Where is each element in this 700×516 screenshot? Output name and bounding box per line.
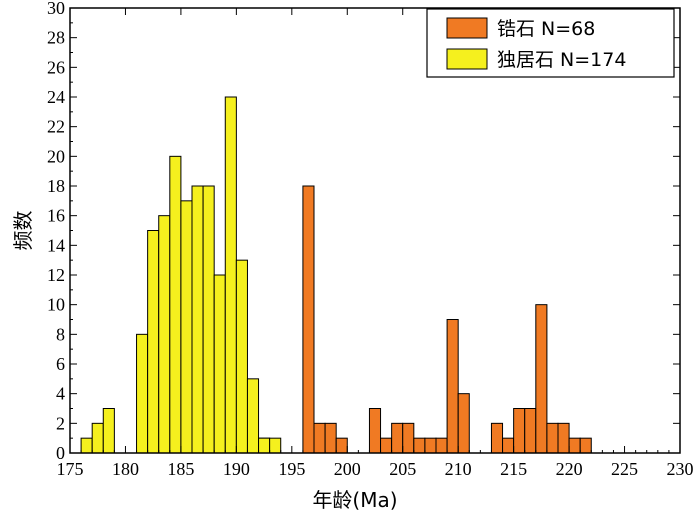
histogram-bar xyxy=(224,96,237,454)
y-tick-label: 0 xyxy=(56,443,65,463)
histogram-bar xyxy=(269,437,282,454)
x-tick-label: 180 xyxy=(112,459,139,479)
y-tick-label: 8 xyxy=(56,324,65,344)
y-tick-label: 2 xyxy=(56,413,65,433)
legend-swatch xyxy=(446,17,488,39)
x-axis-title: 年龄(Ma) xyxy=(312,488,397,512)
x-tick-label: 200 xyxy=(334,459,361,479)
y-tick-label: 12 xyxy=(47,265,65,285)
histogram-bar xyxy=(302,185,315,454)
legend-label: 锆石 N=68 xyxy=(497,18,595,40)
x-tick-label: 175 xyxy=(57,459,84,479)
y-tick-label: 16 xyxy=(47,206,65,226)
x-tick-label: 230 xyxy=(667,459,694,479)
histogram-bar xyxy=(391,422,404,454)
histogram-bar xyxy=(513,408,526,454)
histogram-bar xyxy=(424,437,437,454)
histogram-bar xyxy=(136,333,149,454)
histogram-bar xyxy=(202,185,215,454)
histogram-bar xyxy=(368,408,382,454)
x-tick-label: 185 xyxy=(167,459,194,479)
histogram-bar xyxy=(91,422,104,454)
histogram-bar xyxy=(213,274,226,454)
histogram-bar xyxy=(435,437,448,454)
legend-swatch xyxy=(446,48,488,70)
legend: 锆石 N=68 独居石 N=174 xyxy=(426,8,675,78)
histogram-bar xyxy=(579,437,592,454)
histogram-bar xyxy=(258,437,271,454)
histogram-bar xyxy=(568,437,581,454)
histogram-bar xyxy=(180,200,193,454)
y-tick-label: 10 xyxy=(47,295,65,315)
x-tick-label: 205 xyxy=(389,459,416,479)
y-tick-label: 6 xyxy=(56,354,65,374)
y-tick-label: 26 xyxy=(47,57,65,77)
y-tick-label: 30 xyxy=(47,0,65,18)
histogram-bar xyxy=(80,437,93,454)
histogram-bar xyxy=(446,319,459,454)
histogram-bar xyxy=(147,230,160,454)
histogram-bar xyxy=(102,408,115,454)
x-tick-label: 225 xyxy=(611,459,638,479)
histogram-bar xyxy=(246,378,260,454)
histogram-bar xyxy=(324,422,337,454)
y-axis-title: 频数 xyxy=(11,211,35,251)
y-tick-label: 4 xyxy=(56,384,65,404)
x-tick-label: 220 xyxy=(556,459,583,479)
y-tick-label: 18 xyxy=(47,176,65,196)
histogram-bar xyxy=(169,155,182,454)
legend-label: 独居石 N=174 xyxy=(497,49,626,71)
histogram-bar xyxy=(524,408,537,454)
histogram-bar xyxy=(557,422,570,454)
x-tick-label: 195 xyxy=(278,459,305,479)
y-tick-label: 24 xyxy=(47,87,65,107)
histogram-bar xyxy=(457,393,470,454)
histogram-bar xyxy=(546,422,559,454)
y-tick-label: 28 xyxy=(47,28,65,48)
histogram-bar xyxy=(235,259,248,454)
y-tick-label: 20 xyxy=(47,146,65,166)
x-tick-label: 215 xyxy=(500,459,527,479)
histogram-bar xyxy=(335,437,348,454)
y-tick-label: 22 xyxy=(47,117,65,137)
x-tick-label: 190 xyxy=(223,459,250,479)
histogram-bar xyxy=(380,437,393,454)
histogram-bar xyxy=(535,304,548,454)
histogram-bar xyxy=(502,437,515,454)
histogram-bar xyxy=(313,422,326,454)
histogram-bar xyxy=(490,422,504,454)
histogram-bar xyxy=(158,215,171,454)
histogram-bar xyxy=(413,437,426,454)
x-tick-label: 210 xyxy=(445,459,472,479)
histogram-bar xyxy=(402,422,415,454)
histogram-bar xyxy=(191,185,204,454)
y-tick-label: 14 xyxy=(47,235,65,255)
